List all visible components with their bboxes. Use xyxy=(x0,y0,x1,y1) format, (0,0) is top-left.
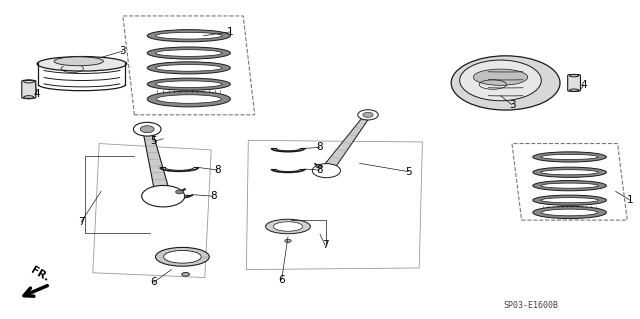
Text: 8: 8 xyxy=(317,165,323,175)
Ellipse shape xyxy=(54,57,104,66)
Text: 3: 3 xyxy=(509,100,515,110)
Ellipse shape xyxy=(156,248,209,266)
Circle shape xyxy=(141,185,185,207)
Ellipse shape xyxy=(156,33,222,39)
Ellipse shape xyxy=(147,62,230,74)
Text: 1: 1 xyxy=(627,195,634,205)
Text: 7: 7 xyxy=(322,240,328,250)
Ellipse shape xyxy=(541,209,598,216)
Ellipse shape xyxy=(451,56,560,110)
Ellipse shape xyxy=(37,56,127,71)
Ellipse shape xyxy=(156,50,222,56)
Circle shape xyxy=(285,239,291,242)
Ellipse shape xyxy=(156,95,221,103)
Ellipse shape xyxy=(541,154,598,160)
Polygon shape xyxy=(321,114,371,172)
Circle shape xyxy=(182,272,189,276)
Text: 7: 7 xyxy=(78,217,84,227)
Polygon shape xyxy=(143,129,171,197)
Text: FR.: FR. xyxy=(29,265,51,283)
Text: 8: 8 xyxy=(317,142,323,152)
Text: 4: 4 xyxy=(580,80,587,91)
Ellipse shape xyxy=(147,91,230,107)
Ellipse shape xyxy=(533,206,607,219)
Circle shape xyxy=(133,122,161,136)
Text: 6: 6 xyxy=(278,275,285,285)
Circle shape xyxy=(316,165,322,168)
FancyBboxPatch shape xyxy=(568,75,580,91)
Ellipse shape xyxy=(266,219,310,234)
Ellipse shape xyxy=(541,183,598,188)
Text: 8: 8 xyxy=(210,191,216,201)
Circle shape xyxy=(175,190,183,194)
Ellipse shape xyxy=(533,181,607,191)
Text: 1: 1 xyxy=(227,27,234,37)
Ellipse shape xyxy=(533,195,607,205)
Ellipse shape xyxy=(460,60,541,101)
Ellipse shape xyxy=(164,250,201,263)
Text: 5: 5 xyxy=(150,136,157,146)
Ellipse shape xyxy=(541,198,598,203)
Text: 6: 6 xyxy=(150,277,157,287)
Text: 8: 8 xyxy=(214,165,221,175)
Circle shape xyxy=(140,126,154,133)
Ellipse shape xyxy=(147,47,230,59)
Circle shape xyxy=(358,110,378,120)
Ellipse shape xyxy=(156,81,222,87)
Circle shape xyxy=(363,112,373,117)
Ellipse shape xyxy=(156,64,222,71)
Text: 4: 4 xyxy=(34,89,40,99)
Ellipse shape xyxy=(533,167,607,177)
Ellipse shape xyxy=(533,152,607,162)
Text: 5: 5 xyxy=(405,167,412,177)
FancyBboxPatch shape xyxy=(22,80,36,98)
Ellipse shape xyxy=(147,78,230,90)
Ellipse shape xyxy=(474,69,528,85)
Ellipse shape xyxy=(147,30,230,42)
Circle shape xyxy=(312,164,340,178)
Text: 3: 3 xyxy=(120,46,126,56)
Ellipse shape xyxy=(541,170,598,175)
Ellipse shape xyxy=(273,222,303,231)
Text: SP03-E1600B: SP03-E1600B xyxy=(504,301,559,310)
